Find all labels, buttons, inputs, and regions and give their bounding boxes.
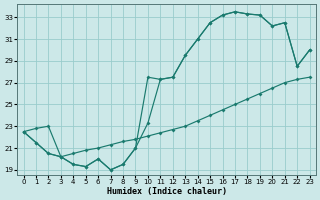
X-axis label: Humidex (Indice chaleur): Humidex (Indice chaleur) [107,187,227,196]
